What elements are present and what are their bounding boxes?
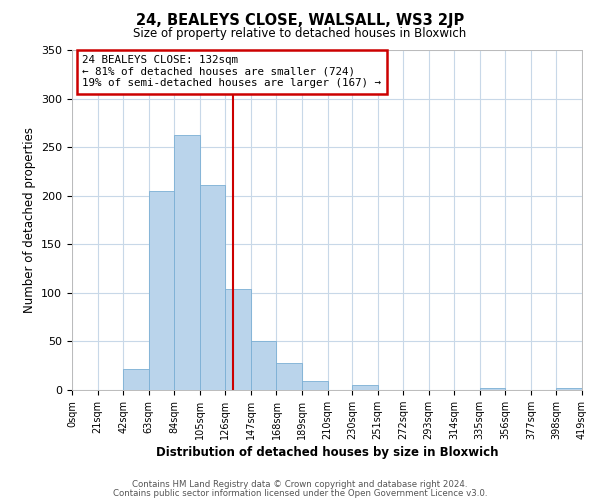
Text: Size of property relative to detached houses in Bloxwich: Size of property relative to detached ho… [133,28,467,40]
Bar [174,136,200,390]
Text: Contains public sector information licensed under the Open Government Licence v3: Contains public sector information licen… [113,488,487,498]
Bar [226,289,251,390]
Text: 24, BEALEYS CLOSE, WALSALL, WS3 2JP: 24, BEALEYS CLOSE, WALSALL, WS3 2JP [136,12,464,28]
Bar [123,368,149,390]
Y-axis label: Number of detached properties: Number of detached properties [23,127,35,313]
Bar [200,185,226,390]
Bar [251,342,277,390]
Bar [556,388,582,390]
Bar [277,363,302,390]
Bar [352,385,377,390]
Text: Contains HM Land Registry data © Crown copyright and database right 2024.: Contains HM Land Registry data © Crown c… [132,480,468,489]
X-axis label: Distribution of detached houses by size in Bloxwich: Distribution of detached houses by size … [156,446,498,459]
Bar [149,191,174,390]
Bar [480,388,505,390]
Text: 24 BEALEYS CLOSE: 132sqm
← 81% of detached houses are smaller (724)
19% of semi-: 24 BEALEYS CLOSE: 132sqm ← 81% of detach… [82,55,381,88]
Bar [302,382,328,390]
